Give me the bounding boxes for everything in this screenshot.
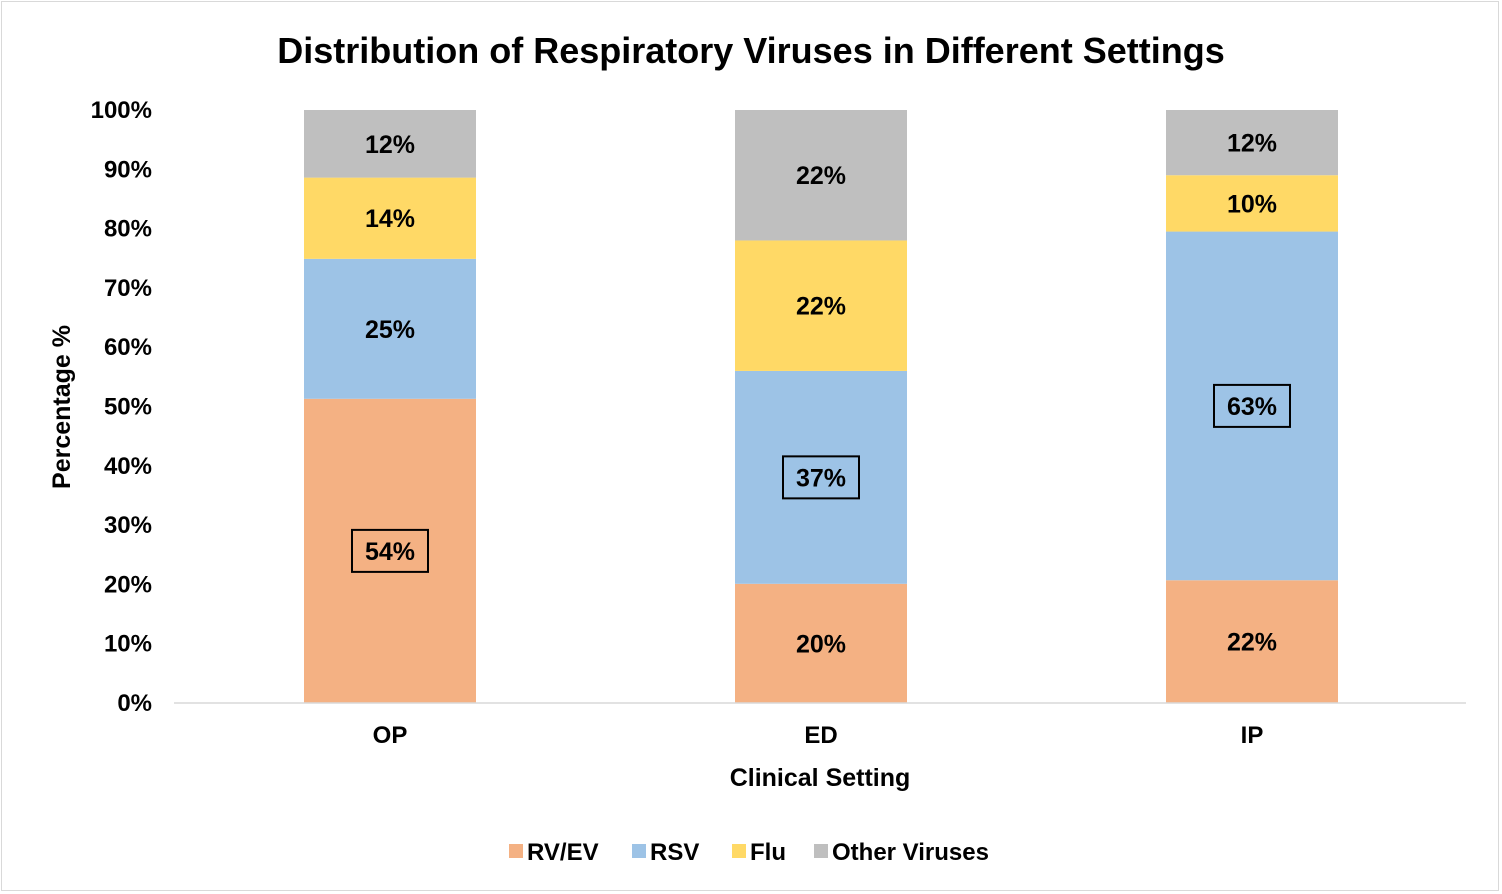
bar-segment-ed-0 — [735, 583, 907, 703]
bar-segment-ed-2 — [735, 240, 907, 371]
bar-segment-op-0 — [304, 398, 476, 703]
bar-segment-ed-3 — [735, 110, 907, 241]
bar-segment-ed-1 — [735, 370, 907, 584]
x-axis-label: Clinical Setting — [730, 764, 911, 792]
legend-label: Flu — [750, 839, 786, 866]
data-label: 22% — [1227, 629, 1277, 657]
x-tick-label: IP — [1241, 722, 1264, 749]
chart-title: Distribution of Respiratory Viruses in D… — [277, 30, 1224, 71]
y-tick-label: 70% — [104, 275, 152, 302]
bar-segment-op-3 — [304, 110, 476, 178]
bar-segment-op-2 — [304, 177, 476, 259]
bar-segment-ip-2 — [1166, 175, 1338, 232]
data-label: 37% — [796, 464, 846, 492]
y-tick-label: 60% — [104, 334, 152, 361]
y-tick-label: 90% — [104, 156, 152, 183]
x-tick-label: OP — [373, 722, 408, 749]
y-tick-label: 0% — [117, 690, 152, 717]
data-label: 63% — [1227, 393, 1277, 421]
data-label: 22% — [796, 293, 846, 321]
legend-label: RSV — [650, 839, 699, 866]
legend-swatch — [632, 844, 646, 858]
data-label: 14% — [365, 205, 415, 233]
x-axis: OP ED IP — [373, 722, 1264, 749]
legend-label: Other Viruses — [832, 839, 989, 866]
bar-segment-op-1 — [304, 258, 476, 399]
y-tick-label: 20% — [104, 571, 152, 598]
data-label-box — [1213, 383, 1291, 428]
y-tick-label: 100% — [91, 97, 152, 124]
data-label: 12% — [365, 131, 415, 159]
y-axis-label: Percentage % — [48, 325, 76, 489]
y-axis: 0% 10% 20% 30% 40% 50% 60% 70% 80% 90% 100% — [91, 97, 152, 717]
data-label: 12% — [1227, 130, 1277, 158]
y-tick-label: 10% — [104, 631, 152, 658]
y-tick-label: 30% — [104, 512, 152, 539]
bar-segment-ip-1 — [1166, 231, 1338, 581]
bar-segment-ip-3 — [1166, 110, 1338, 176]
legend-swatch — [732, 844, 746, 858]
y-tick-label: 80% — [104, 216, 152, 243]
data-label-box — [782, 455, 860, 500]
y-tick-label: 50% — [104, 394, 152, 421]
data-label: 54% — [365, 538, 415, 566]
data-label: 22% — [796, 162, 846, 190]
data-label: 20% — [796, 630, 846, 658]
y-tick-label: 40% — [104, 453, 152, 480]
bars-group: 54% 25% 14% 12% 20% 37% 22% 22% 22% 63% 10% 12% — [304, 110, 1338, 703]
legend-swatch — [814, 844, 828, 858]
bar-segment-ip-0 — [1166, 580, 1338, 703]
legend-label: RV/EV — [527, 839, 599, 866]
x-tick-label: ED — [804, 722, 837, 749]
legend-swatch — [509, 844, 523, 858]
data-label: 10% — [1227, 190, 1277, 218]
data-label-box — [351, 528, 429, 573]
legend: RV/EV RSV Flu Other Viruses — [509, 839, 989, 866]
data-label: 25% — [365, 316, 415, 344]
